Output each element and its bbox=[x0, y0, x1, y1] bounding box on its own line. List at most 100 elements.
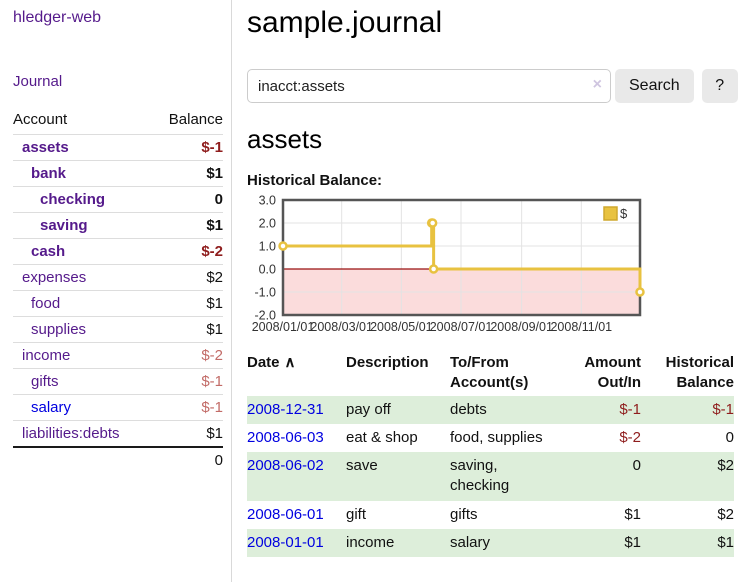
transaction-date-link[interactable]: 2008-06-03 bbox=[247, 429, 324, 446]
account-row: bank$1 bbox=[13, 161, 223, 187]
transaction-date-link[interactable]: 2008-12-31 bbox=[247, 401, 324, 418]
transaction-description: pay off bbox=[346, 396, 450, 424]
account-balance: $1 bbox=[152, 213, 223, 239]
account-link-salary[interactable]: salary bbox=[13, 399, 71, 416]
col-header-amount: Amount Out/In bbox=[554, 351, 641, 396]
account-balance: $-2 bbox=[152, 343, 223, 369]
sidebar: hledger-web Journal Account Balance asse… bbox=[0, 0, 232, 582]
account-link-assets[interactable]: assets bbox=[13, 139, 69, 156]
transaction-balance: $2 bbox=[641, 452, 734, 501]
account-link-liabilities-debts[interactable]: liabilities:debts bbox=[13, 425, 120, 442]
clear-search-icon[interactable]: × bbox=[593, 77, 602, 93]
account-name-cell: checking bbox=[13, 187, 152, 213]
sidebar-nav: Journal bbox=[13, 73, 223, 90]
transaction-date-cell: 2008-01-01 bbox=[247, 529, 346, 557]
sidebar-item-journal[interactable]: Journal bbox=[13, 73, 62, 90]
x-tick-label: 2008/11/01 bbox=[550, 320, 612, 334]
transaction-amount: 0 bbox=[554, 452, 641, 501]
search-row: × Search ? bbox=[247, 69, 742, 103]
account-balance: $2 bbox=[152, 265, 223, 291]
search-button[interactable]: Search bbox=[615, 69, 694, 103]
transaction-balance: $1 bbox=[641, 529, 734, 557]
account-row: saving $1 bbox=[13, 213, 223, 239]
account-row: assets $-1 bbox=[13, 135, 223, 161]
account-name-cell: salary bbox=[13, 395, 152, 421]
accounts-table: Account Balance assets$-1bank$1checking0… bbox=[13, 109, 223, 473]
transaction-accounts: saving, checking bbox=[450, 452, 554, 501]
historical-balance-chart[interactable]: 3.02.01.00.0-1.0-2.02008/01/012008/03/01… bbox=[247, 196, 742, 338]
x-tick-label: 2008/05/01 bbox=[370, 320, 433, 334]
account-row: income $-2 bbox=[13, 343, 223, 369]
sort-asc-icon: ∧ bbox=[285, 354, 296, 371]
data-point-marker bbox=[280, 243, 287, 250]
accounts-header-balance: Balance bbox=[152, 109, 223, 135]
account-link-supplies[interactable]: supplies bbox=[13, 321, 86, 338]
account-name-cell: gifts bbox=[13, 369, 152, 395]
transaction-date-link[interactable]: 2008-01-01 bbox=[247, 534, 324, 551]
transaction-balance: $2 bbox=[641, 501, 734, 529]
account-balance: $1 bbox=[152, 291, 223, 317]
account-link-gifts[interactable]: gifts bbox=[13, 373, 59, 390]
transaction-accounts: debts bbox=[450, 396, 554, 424]
accounts-total-row: 0 bbox=[13, 447, 223, 473]
transaction-description: eat & shop bbox=[346, 424, 450, 452]
account-link-saving[interactable]: saving bbox=[13, 217, 88, 234]
y-tick-label: 0.0 bbox=[259, 263, 276, 277]
page-title: sample.journal bbox=[247, 6, 742, 40]
account-link-income[interactable]: income bbox=[13, 347, 70, 364]
register-header-row: Date∧ Description To/From Account(s) Amo… bbox=[247, 351, 734, 396]
account-balance: $-1 bbox=[152, 395, 223, 421]
account-row: liabilities:debts$1 bbox=[13, 421, 223, 448]
transaction-date-link[interactable]: 2008-06-01 bbox=[247, 506, 324, 523]
account-link-cash[interactable]: cash bbox=[13, 243, 65, 260]
accounts-total-balance: 0 bbox=[152, 447, 223, 473]
transaction-date-cell: 2008-06-03 bbox=[247, 424, 346, 452]
account-name-cell: liabilities:debts bbox=[13, 421, 152, 448]
transaction-date-link[interactable]: 2008-06-02 bbox=[247, 457, 324, 474]
transaction-amount: $-2 bbox=[554, 424, 641, 452]
account-link-expenses[interactable]: expenses bbox=[13, 269, 86, 286]
app-root: hledger-web Journal Account Balance asse… bbox=[0, 0, 742, 582]
account-balance: $-1 bbox=[152, 135, 223, 161]
chart-svg: 3.02.01.00.0-1.0-2.02008/01/012008/03/01… bbox=[247, 196, 647, 338]
data-point-marker bbox=[429, 220, 436, 227]
account-name-cell: expenses bbox=[13, 265, 152, 291]
account-link-bank[interactable]: bank bbox=[13, 165, 66, 182]
x-tick-label: 2008/07/01 bbox=[430, 320, 493, 334]
search-box: × bbox=[247, 69, 611, 103]
transaction-date-cell: 2008-06-01 bbox=[247, 501, 346, 529]
legend-label: $ bbox=[620, 206, 628, 221]
transaction-amount: $-1 bbox=[554, 396, 641, 424]
register-row[interactable]: 2008-12-31pay offdebts$-1$-1 bbox=[247, 396, 734, 424]
accounts-total-spacer bbox=[13, 447, 152, 473]
legend-swatch bbox=[604, 207, 617, 220]
register-row[interactable]: 2008-06-02 savesaving, checking0$2 bbox=[247, 452, 734, 501]
account-row: salary $-1 bbox=[13, 395, 223, 421]
col-header-accounts: To/From Account(s) bbox=[450, 351, 554, 396]
transaction-date-cell: 2008-12-31 bbox=[247, 396, 346, 424]
search-input[interactable] bbox=[247, 69, 611, 103]
transaction-accounts: salary bbox=[450, 529, 554, 557]
account-balance: $-1 bbox=[152, 369, 223, 395]
y-tick-label: 2.0 bbox=[259, 217, 276, 231]
account-row: cash $-2 bbox=[13, 239, 223, 265]
brand-link[interactable]: hledger-web bbox=[13, 9, 223, 27]
transaction-accounts: food, supplies bbox=[450, 424, 554, 452]
register-row[interactable]: 2008-06-03eat & shopfood, supplies$-20 bbox=[247, 424, 734, 452]
transaction-balance: $-1 bbox=[641, 396, 734, 424]
transaction-description: save bbox=[346, 452, 450, 501]
register-row[interactable]: 2008-01-01incomesalary$1$1 bbox=[247, 529, 734, 557]
register-row[interactable]: 2008-06-01giftgifts$1$2 bbox=[247, 501, 734, 529]
account-link-checking[interactable]: checking bbox=[13, 191, 105, 208]
col-header-date[interactable]: Date∧ bbox=[247, 351, 346, 396]
account-name-cell: supplies bbox=[13, 317, 152, 343]
help-button[interactable]: ? bbox=[702, 69, 738, 103]
y-tick-label: 1.0 bbox=[259, 240, 276, 254]
account-balance: $-2 bbox=[152, 239, 223, 265]
account-balance: 0 bbox=[152, 187, 223, 213]
account-row: checking 0 bbox=[13, 187, 223, 213]
account-link-food[interactable]: food bbox=[13, 295, 60, 312]
account-row: supplies$1 bbox=[13, 317, 223, 343]
x-tick-label: 2008/09/01 bbox=[490, 320, 553, 334]
account-name-cell: cash bbox=[13, 239, 152, 265]
